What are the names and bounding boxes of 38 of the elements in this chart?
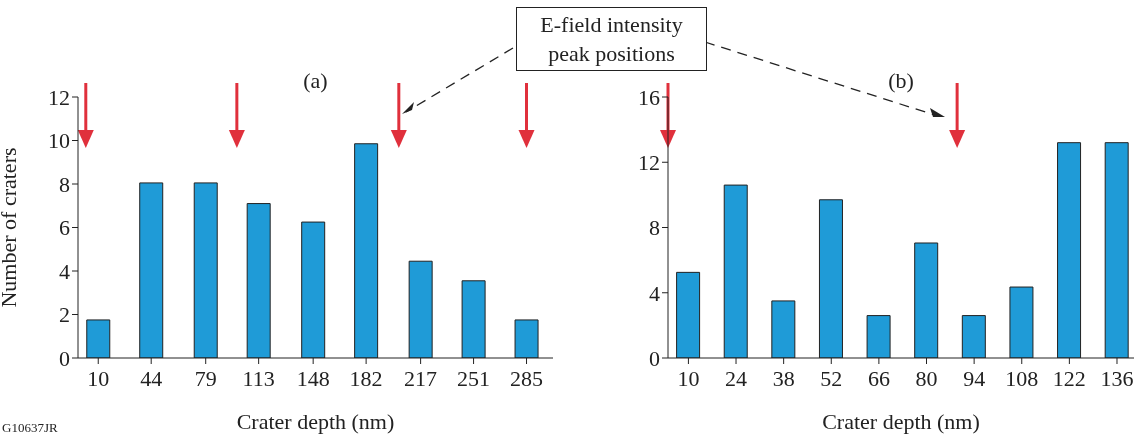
x-tick-label: 79 xyxy=(194,365,217,391)
x-tick-label: 10 xyxy=(87,365,110,391)
x-tick-label: 108 xyxy=(1005,365,1039,391)
y-tick-label: 6 xyxy=(59,215,70,241)
y-axis-title: Number of craters xyxy=(0,147,21,308)
x-tick-label: 217 xyxy=(404,365,438,391)
chart-title: (a) xyxy=(302,68,329,94)
y-tick-label: 4 xyxy=(649,280,660,306)
x-tick-label: 94 xyxy=(963,365,986,391)
y-tick-label: 10 xyxy=(48,128,70,154)
y-tick-label: 8 xyxy=(59,171,70,197)
y-tick-label: 12 xyxy=(48,84,70,110)
x-axis-title: Crater depth (nm) xyxy=(822,409,980,434)
y-tick-label: 12 xyxy=(638,150,660,176)
x-tick-label: 136 xyxy=(1100,365,1134,391)
x-tick-label: 44 xyxy=(140,365,163,391)
x-tick-label: 182 xyxy=(349,365,383,391)
y-tick-label: 0 xyxy=(649,345,660,371)
x-axis-title: Crater depth (nm) xyxy=(236,409,395,434)
x-tick-label: 10 xyxy=(677,365,700,391)
x-tick-label: 52 xyxy=(820,365,843,391)
x-tick-label: 24 xyxy=(725,365,748,391)
x-tick-label: 80 xyxy=(915,365,938,391)
x-tick-label: 38 xyxy=(772,365,795,391)
y-tick-label: 0 xyxy=(59,345,70,371)
text: E-field intensity peak positions xyxy=(516,7,707,71)
x-tick-label: 148 xyxy=(296,365,330,391)
x-tick-label: 285 xyxy=(510,365,544,391)
y-tick-label: 2 xyxy=(59,302,70,328)
x-tick-label: 66 xyxy=(867,365,890,391)
chart-title: (b) xyxy=(887,68,915,94)
text: G10637JR xyxy=(2,420,58,436)
x-tick-label: 251 xyxy=(457,365,491,391)
x-tick-label: 122 xyxy=(1052,365,1086,391)
y-tick-label: 8 xyxy=(649,215,660,241)
y-tick-label: 4 xyxy=(59,258,70,284)
x-tick-label: 113 xyxy=(242,365,275,391)
y-tick-label: 16 xyxy=(638,84,660,110)
